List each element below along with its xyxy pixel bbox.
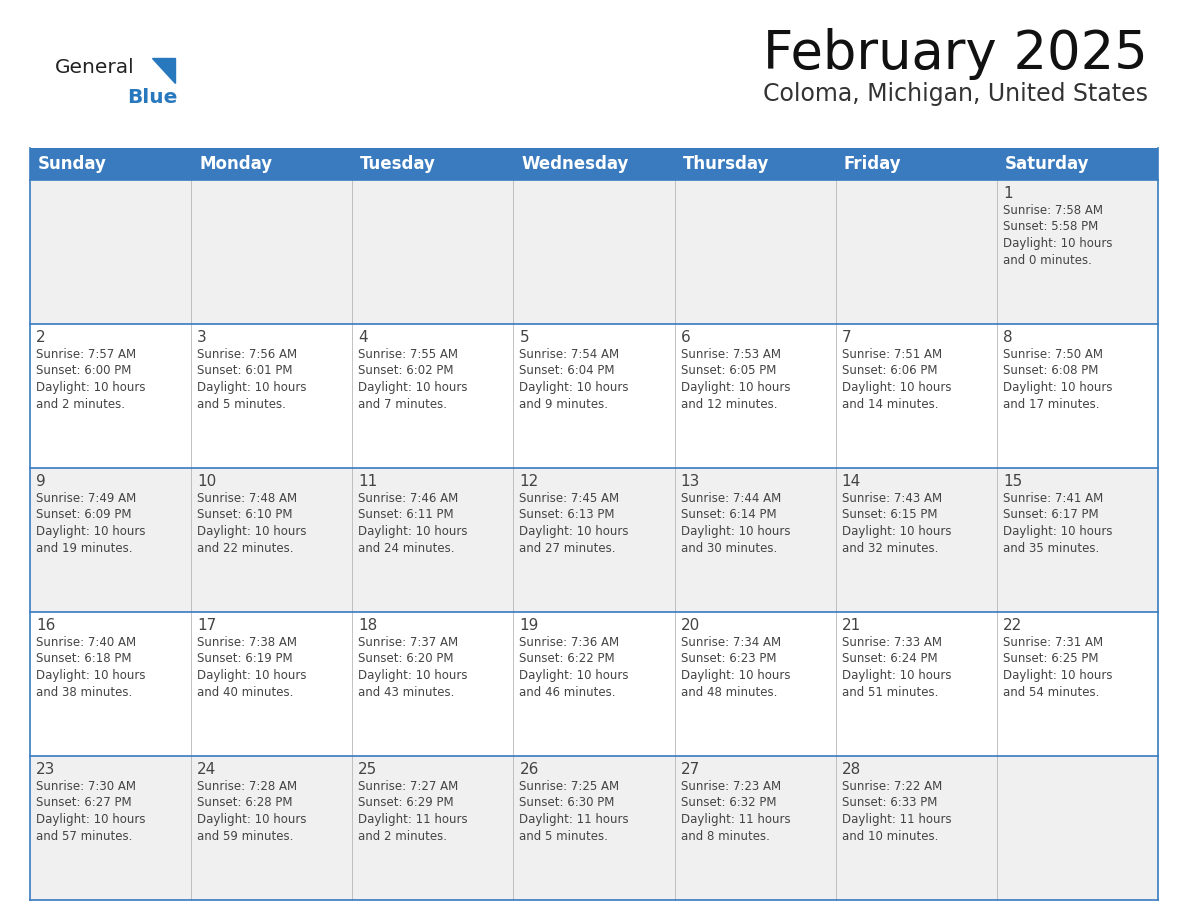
Text: 9: 9 — [36, 474, 46, 489]
Text: Sunrise: 7:37 AM
Sunset: 6:20 PM
Daylight: 10 hours
and 43 minutes.: Sunrise: 7:37 AM Sunset: 6:20 PM Dayligh… — [359, 636, 468, 699]
Text: Saturday: Saturday — [1005, 155, 1089, 173]
Text: Sunrise: 7:31 AM
Sunset: 6:25 PM
Daylight: 10 hours
and 54 minutes.: Sunrise: 7:31 AM Sunset: 6:25 PM Dayligh… — [1003, 636, 1112, 699]
Bar — [30, 180, 1158, 324]
Text: 26: 26 — [519, 762, 539, 777]
Text: February 2025: February 2025 — [763, 28, 1148, 80]
Text: Sunday: Sunday — [38, 155, 107, 173]
Text: Sunrise: 7:23 AM
Sunset: 6:32 PM
Daylight: 11 hours
and 8 minutes.: Sunrise: 7:23 AM Sunset: 6:32 PM Dayligh… — [681, 780, 790, 843]
Text: 16: 16 — [36, 618, 56, 633]
Text: Sunrise: 7:48 AM
Sunset: 6:10 PM
Daylight: 10 hours
and 22 minutes.: Sunrise: 7:48 AM Sunset: 6:10 PM Dayligh… — [197, 492, 307, 554]
Text: 19: 19 — [519, 618, 539, 633]
Bar — [30, 148, 1158, 180]
Text: Sunrise: 7:22 AM
Sunset: 6:33 PM
Daylight: 11 hours
and 10 minutes.: Sunrise: 7:22 AM Sunset: 6:33 PM Dayligh… — [842, 780, 952, 843]
Text: Sunrise: 7:53 AM
Sunset: 6:05 PM
Daylight: 10 hours
and 12 minutes.: Sunrise: 7:53 AM Sunset: 6:05 PM Dayligh… — [681, 348, 790, 410]
Text: Sunrise: 7:44 AM
Sunset: 6:14 PM
Daylight: 10 hours
and 30 minutes.: Sunrise: 7:44 AM Sunset: 6:14 PM Dayligh… — [681, 492, 790, 554]
Text: 25: 25 — [359, 762, 378, 777]
Text: 8: 8 — [1003, 330, 1012, 345]
Text: Wednesday: Wednesday — [522, 155, 628, 173]
Text: Sunrise: 7:40 AM
Sunset: 6:18 PM
Daylight: 10 hours
and 38 minutes.: Sunrise: 7:40 AM Sunset: 6:18 PM Dayligh… — [36, 636, 145, 699]
Text: General: General — [55, 58, 134, 77]
Text: Sunrise: 7:50 AM
Sunset: 6:08 PM
Daylight: 10 hours
and 17 minutes.: Sunrise: 7:50 AM Sunset: 6:08 PM Dayligh… — [1003, 348, 1112, 410]
Text: Sunrise: 7:51 AM
Sunset: 6:06 PM
Daylight: 10 hours
and 14 minutes.: Sunrise: 7:51 AM Sunset: 6:06 PM Dayligh… — [842, 348, 952, 410]
Text: 24: 24 — [197, 762, 216, 777]
Text: 21: 21 — [842, 618, 861, 633]
Text: Sunrise: 7:45 AM
Sunset: 6:13 PM
Daylight: 10 hours
and 27 minutes.: Sunrise: 7:45 AM Sunset: 6:13 PM Dayligh… — [519, 492, 628, 554]
Text: Monday: Monday — [200, 155, 272, 173]
Text: Tuesday: Tuesday — [360, 155, 436, 173]
Text: 6: 6 — [681, 330, 690, 345]
Text: Sunrise: 7:49 AM
Sunset: 6:09 PM
Daylight: 10 hours
and 19 minutes.: Sunrise: 7:49 AM Sunset: 6:09 PM Dayligh… — [36, 492, 145, 554]
Text: 12: 12 — [519, 474, 538, 489]
Text: Blue: Blue — [127, 88, 177, 107]
Text: Sunrise: 7:54 AM
Sunset: 6:04 PM
Daylight: 10 hours
and 9 minutes.: Sunrise: 7:54 AM Sunset: 6:04 PM Dayligh… — [519, 348, 628, 410]
Text: Sunrise: 7:57 AM
Sunset: 6:00 PM
Daylight: 10 hours
and 2 minutes.: Sunrise: 7:57 AM Sunset: 6:00 PM Dayligh… — [36, 348, 145, 410]
Text: Sunrise: 7:58 AM
Sunset: 5:58 PM
Daylight: 10 hours
and 0 minutes.: Sunrise: 7:58 AM Sunset: 5:58 PM Dayligh… — [1003, 204, 1112, 266]
Text: 4: 4 — [359, 330, 368, 345]
Text: 27: 27 — [681, 762, 700, 777]
Text: Sunrise: 7:56 AM
Sunset: 6:01 PM
Daylight: 10 hours
and 5 minutes.: Sunrise: 7:56 AM Sunset: 6:01 PM Dayligh… — [197, 348, 307, 410]
Text: 13: 13 — [681, 474, 700, 489]
Text: 18: 18 — [359, 618, 378, 633]
Text: 11: 11 — [359, 474, 378, 489]
Text: 22: 22 — [1003, 618, 1022, 633]
Text: Sunrise: 7:34 AM
Sunset: 6:23 PM
Daylight: 10 hours
and 48 minutes.: Sunrise: 7:34 AM Sunset: 6:23 PM Dayligh… — [681, 636, 790, 699]
Text: 3: 3 — [197, 330, 207, 345]
Text: 17: 17 — [197, 618, 216, 633]
Bar — [30, 324, 1158, 468]
Text: 23: 23 — [36, 762, 56, 777]
Text: Sunrise: 7:30 AM
Sunset: 6:27 PM
Daylight: 10 hours
and 57 minutes.: Sunrise: 7:30 AM Sunset: 6:27 PM Dayligh… — [36, 780, 145, 843]
Text: 1: 1 — [1003, 186, 1012, 201]
Text: Friday: Friday — [843, 155, 902, 173]
Text: Sunrise: 7:28 AM
Sunset: 6:28 PM
Daylight: 10 hours
and 59 minutes.: Sunrise: 7:28 AM Sunset: 6:28 PM Dayligh… — [197, 780, 307, 843]
Text: 5: 5 — [519, 330, 529, 345]
Text: Thursday: Thursday — [683, 155, 769, 173]
Text: 7: 7 — [842, 330, 852, 345]
Text: Sunrise: 7:41 AM
Sunset: 6:17 PM
Daylight: 10 hours
and 35 minutes.: Sunrise: 7:41 AM Sunset: 6:17 PM Dayligh… — [1003, 492, 1112, 554]
Text: Sunrise: 7:33 AM
Sunset: 6:24 PM
Daylight: 10 hours
and 51 minutes.: Sunrise: 7:33 AM Sunset: 6:24 PM Dayligh… — [842, 636, 952, 699]
Polygon shape — [152, 58, 175, 83]
Text: 28: 28 — [842, 762, 861, 777]
Text: Sunrise: 7:38 AM
Sunset: 6:19 PM
Daylight: 10 hours
and 40 minutes.: Sunrise: 7:38 AM Sunset: 6:19 PM Dayligh… — [197, 636, 307, 699]
Text: 15: 15 — [1003, 474, 1022, 489]
Text: 14: 14 — [842, 474, 861, 489]
Text: Sunrise: 7:55 AM
Sunset: 6:02 PM
Daylight: 10 hours
and 7 minutes.: Sunrise: 7:55 AM Sunset: 6:02 PM Dayligh… — [359, 348, 468, 410]
Text: Sunrise: 7:27 AM
Sunset: 6:29 PM
Daylight: 11 hours
and 2 minutes.: Sunrise: 7:27 AM Sunset: 6:29 PM Dayligh… — [359, 780, 468, 843]
Text: Sunrise: 7:36 AM
Sunset: 6:22 PM
Daylight: 10 hours
and 46 minutes.: Sunrise: 7:36 AM Sunset: 6:22 PM Dayligh… — [519, 636, 628, 699]
Bar — [30, 612, 1158, 756]
Bar — [30, 756, 1158, 900]
Text: Sunrise: 7:25 AM
Sunset: 6:30 PM
Daylight: 11 hours
and 5 minutes.: Sunrise: 7:25 AM Sunset: 6:30 PM Dayligh… — [519, 780, 630, 843]
Text: Coloma, Michigan, United States: Coloma, Michigan, United States — [763, 82, 1148, 106]
Text: 2: 2 — [36, 330, 45, 345]
Bar — [30, 468, 1158, 612]
Text: Sunrise: 7:46 AM
Sunset: 6:11 PM
Daylight: 10 hours
and 24 minutes.: Sunrise: 7:46 AM Sunset: 6:11 PM Dayligh… — [359, 492, 468, 554]
Text: 10: 10 — [197, 474, 216, 489]
Text: 20: 20 — [681, 618, 700, 633]
Text: Sunrise: 7:43 AM
Sunset: 6:15 PM
Daylight: 10 hours
and 32 minutes.: Sunrise: 7:43 AM Sunset: 6:15 PM Dayligh… — [842, 492, 952, 554]
